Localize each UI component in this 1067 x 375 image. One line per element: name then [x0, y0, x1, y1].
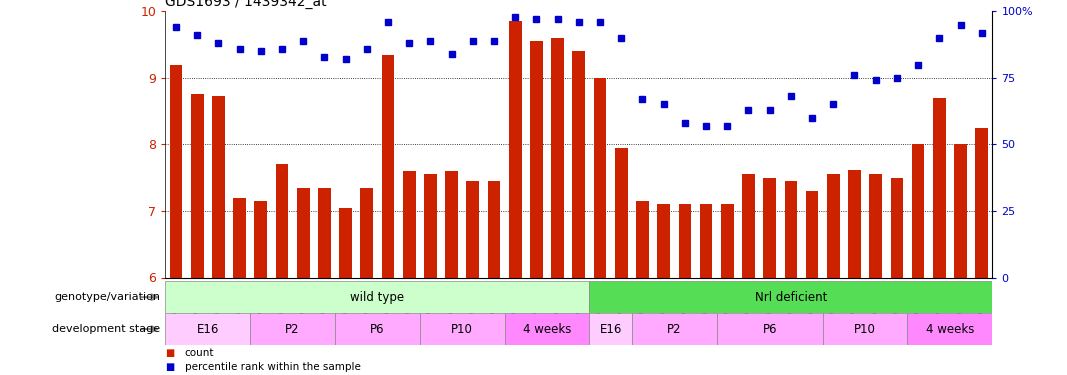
Bar: [466, 181, 479, 278]
Text: Nrl deficient: Nrl deficient: [754, 291, 827, 304]
Bar: [933, 98, 945, 278]
Bar: [615, 148, 627, 278]
Bar: [717, 313, 823, 345]
Text: count: count: [185, 348, 214, 358]
Bar: [250, 313, 335, 345]
Bar: [679, 204, 691, 278]
Bar: [823, 313, 908, 345]
Bar: [657, 204, 670, 278]
Bar: [573, 51, 585, 278]
Text: genotype/variation: genotype/variation: [54, 292, 160, 302]
Text: P2: P2: [285, 322, 300, 336]
Text: wild type: wild type: [350, 291, 404, 304]
Bar: [806, 191, 818, 278]
Text: P6: P6: [763, 322, 777, 336]
Bar: [911, 144, 924, 278]
Text: E16: E16: [600, 322, 622, 336]
Bar: [297, 188, 309, 278]
Text: P10: P10: [451, 322, 473, 336]
Text: ■: ■: [165, 348, 175, 358]
Bar: [361, 188, 373, 278]
Text: P2: P2: [667, 322, 682, 336]
Bar: [335, 313, 419, 345]
Bar: [165, 313, 250, 345]
Text: percentile rank within the sample: percentile rank within the sample: [185, 362, 361, 372]
Text: P6: P6: [370, 322, 385, 336]
Bar: [275, 164, 288, 278]
Bar: [827, 174, 840, 278]
Bar: [700, 204, 713, 278]
Bar: [403, 171, 415, 278]
Bar: [509, 21, 522, 278]
Bar: [318, 188, 331, 278]
Text: 4 weeks: 4 weeks: [523, 322, 571, 336]
Bar: [505, 313, 589, 345]
Bar: [848, 170, 861, 278]
Bar: [870, 174, 882, 278]
Bar: [424, 174, 436, 278]
Bar: [954, 144, 967, 278]
Bar: [743, 174, 754, 278]
Bar: [165, 281, 589, 313]
Bar: [593, 78, 606, 278]
Bar: [170, 64, 182, 278]
Bar: [530, 41, 543, 278]
Bar: [212, 96, 225, 278]
Bar: [589, 313, 632, 345]
Bar: [975, 128, 988, 278]
Bar: [488, 181, 500, 278]
Text: development stage: development stage: [52, 324, 160, 334]
Bar: [589, 281, 992, 313]
Bar: [908, 313, 992, 345]
Bar: [784, 181, 797, 278]
Bar: [382, 54, 395, 278]
Bar: [721, 204, 734, 278]
Bar: [254, 201, 267, 278]
Bar: [891, 178, 904, 278]
Bar: [445, 171, 458, 278]
Bar: [763, 178, 776, 278]
Bar: [632, 313, 717, 345]
Bar: [234, 198, 246, 278]
Text: E16: E16: [196, 322, 219, 336]
Text: 4 weeks: 4 weeks: [926, 322, 974, 336]
Bar: [636, 201, 649, 278]
Text: GDS1693 / 1439342_at: GDS1693 / 1439342_at: [165, 0, 327, 9]
Text: P10: P10: [855, 322, 876, 336]
Bar: [191, 94, 204, 278]
Bar: [419, 313, 505, 345]
Text: ■: ■: [165, 362, 175, 372]
Bar: [339, 208, 352, 278]
Bar: [552, 38, 564, 278]
